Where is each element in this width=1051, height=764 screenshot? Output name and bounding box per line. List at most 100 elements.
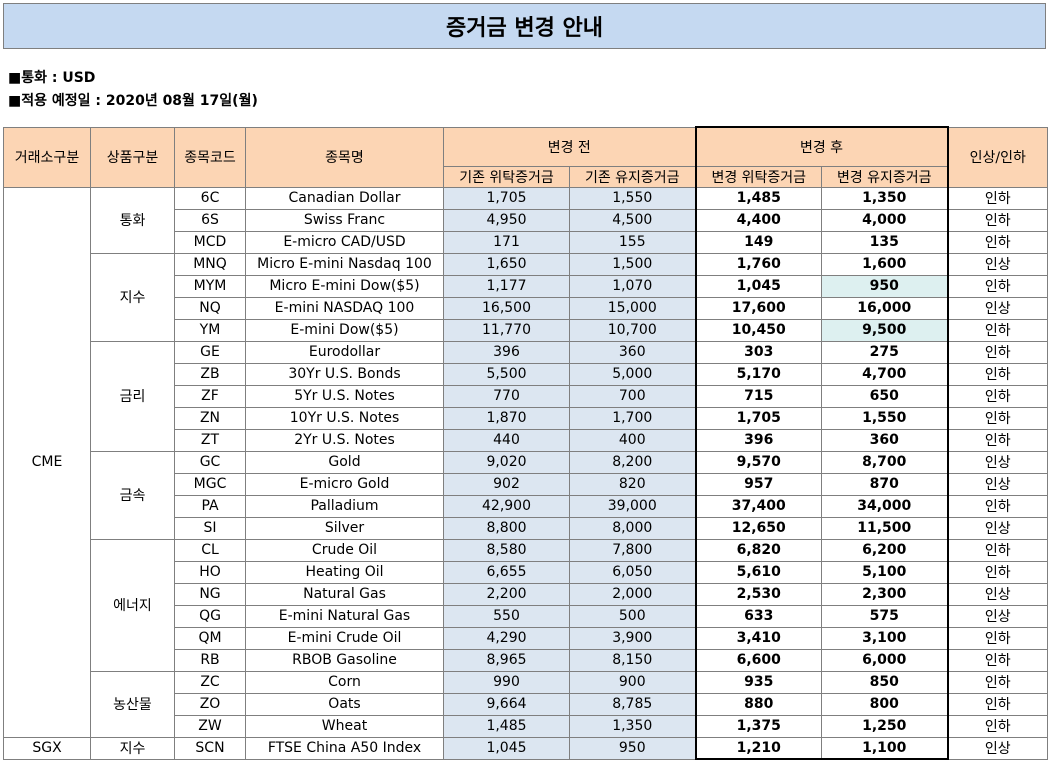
change-cell: 인하 (947, 670, 1048, 694)
name-cell: Palladium (245, 494, 444, 518)
after-initial-cell: 633 (694, 604, 822, 628)
after-initial-cell: 1,705 (694, 406, 822, 430)
table-row: 지수 MNQ Micro E-mini Nasdaq 100 1,650 1,500 1,… (4, 252, 1048, 342)
code-cell: ZW (174, 714, 246, 738)
code-cell: CL (174, 538, 246, 562)
code-cell: QM (174, 626, 246, 650)
change-cell: 인하 (947, 230, 1048, 254)
header-before: 변경 전 (443, 126, 696, 167)
change-cell: 인상 (947, 516, 1048, 540)
before-maint-cell: 8,785 (569, 692, 696, 716)
before-maint-cell: 1,500 (569, 252, 696, 276)
after-initial-cell: 2,530 (694, 582, 822, 606)
name-cell: Eurodollar (245, 340, 444, 364)
after-maint-cell: 11,500 (821, 516, 949, 540)
before-maint-cell: 8,000 (569, 516, 696, 540)
after-initial-cell: 6,820 (694, 538, 822, 562)
before-maint-cell: 900 (569, 670, 696, 694)
change-cell: 인하 (947, 560, 1048, 584)
after-maint-cell: 6,200 (821, 538, 949, 562)
before-maint-cell: 1,350 (569, 714, 696, 738)
before-initial-cell: 990 (443, 670, 570, 694)
exchange-cell: CME (3, 186, 91, 738)
before-initial-cell: 440 (443, 428, 570, 452)
after-maint-cell: 800 (821, 692, 949, 716)
code-cell: ZC (174, 670, 246, 694)
change-cell: 인하 (947, 692, 1048, 716)
change-cell: 인상 (947, 472, 1048, 496)
exchange-cell: SGX (3, 736, 91, 760)
before-initial-cell: 171 (443, 230, 570, 254)
before-initial-cell: 8,800 (443, 516, 570, 540)
name-cell: 2Yr U.S. Notes (245, 428, 444, 452)
name-cell: Silver (245, 516, 444, 540)
after-initial-cell: 4,400 (694, 208, 822, 232)
code-cell: MNQ (174, 252, 246, 276)
before-initial-cell: 2,200 (443, 582, 570, 606)
code-cell: QG (174, 604, 246, 628)
change-cell: 인하 (947, 186, 1048, 210)
before-initial-cell: 6,655 (443, 560, 570, 584)
name-cell: Natural Gas (245, 582, 444, 606)
name-cell: E-mini Crude Oil (245, 626, 444, 650)
name-cell: Crude Oil (245, 538, 444, 562)
table-row: ZT 2Yr U.S. Notes 440 400 396 360 인하 (4, 428, 1048, 452)
before-maint-cell: 950 (569, 736, 696, 760)
header-change: 인상/인하 (947, 126, 1048, 188)
after-initial-cell: 1,210 (694, 736, 822, 760)
code-cell: NG (174, 582, 246, 606)
after-initial-cell: 5,610 (694, 560, 822, 584)
change-cell: 인상 (947, 296, 1048, 320)
code-cell: MCD (174, 230, 246, 254)
after-maint-cell: 34,000 (821, 494, 949, 518)
table-row: NQ E-mini NASDAQ 100 16,500 15,000 17,600 16,… (4, 296, 1048, 320)
before-maint-cell: 1,070 (569, 274, 696, 298)
after-maint-cell: 6,000 (821, 648, 949, 672)
name-cell: 30Yr U.S. Bonds (245, 362, 444, 386)
change-cell: 인하 (947, 340, 1048, 364)
table-row: PA Palladium 42,900 39,000 37,400 34,000 인하 (4, 494, 1048, 518)
code-cell: 6C (174, 186, 246, 210)
after-maint-cell: 5,100 (821, 560, 949, 584)
code-cell: NQ (174, 296, 246, 320)
after-maint-cell: 1,100 (821, 736, 949, 760)
before-maint-cell: 7,800 (569, 538, 696, 562)
before-maint-cell: 155 (569, 230, 696, 254)
table-row: SGX 지수 SCN FTSE China A50 Index 1,045 950 1,21… (3, 736, 1048, 760)
after-maint-cell: 9,500 (821, 318, 949, 342)
after-maint-cell: 8,700 (821, 450, 949, 474)
name-cell: E-micro CAD/USD (245, 230, 444, 254)
effective-date-info: ■적용 예정일 : 2020년 08월 17일(월) (8, 93, 258, 109)
after-initial-cell: 1,485 (694, 186, 822, 210)
change-cell: 인하 (947, 626, 1048, 650)
before-initial-cell: 1,705 (443, 186, 570, 210)
after-initial-cell: 12,650 (694, 516, 822, 540)
header-name: 종목명 (245, 126, 444, 188)
currency-info: ■통화 : USD (8, 70, 96, 86)
after-maint-cell: 275 (821, 340, 949, 364)
before-maint-cell: 8,150 (569, 648, 696, 672)
category-cell: 에너지 (90, 538, 175, 672)
after-initial-cell: 1,045 (694, 274, 822, 298)
before-initial-cell: 9,020 (443, 450, 570, 474)
category-cell: 금리 (90, 340, 175, 452)
category-cell: 지수 (90, 736, 175, 760)
header-after-initial: 변경 위탁증거금 (694, 165, 822, 188)
name-cell: E-mini NASDAQ 100 (245, 296, 444, 320)
after-initial-cell: 880 (694, 692, 822, 716)
after-maint-cell: 870 (821, 472, 949, 496)
after-initial-cell: 6,600 (694, 648, 822, 672)
table-row: 농산물 ZC Corn 990 900 935 850 인하 (4, 670, 1048, 738)
after-initial-cell: 149 (694, 230, 822, 254)
name-cell: Micro E-mini Dow($5) (245, 274, 444, 298)
name-cell: Corn (245, 670, 444, 694)
before-initial-cell: 1,177 (443, 274, 570, 298)
before-initial-cell: 5,500 (443, 362, 570, 386)
page-title: 증거금 변경 안내 (3, 3, 1046, 49)
change-cell: 인상 (947, 736, 1048, 760)
after-maint-cell: 4,000 (821, 208, 949, 232)
table-body: CME 통화 6C Canadian Dollar 1,705 1,550 1,485 1,3… (3, 186, 1048, 760)
after-initial-cell: 37,400 (694, 494, 822, 518)
before-maint-cell: 8,200 (569, 450, 696, 474)
before-initial-cell: 8,965 (443, 648, 570, 672)
